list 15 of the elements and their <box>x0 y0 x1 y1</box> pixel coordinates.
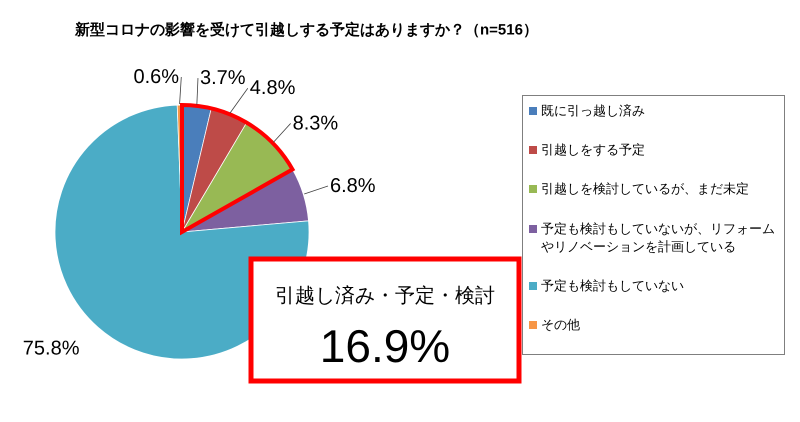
legend-label: その他 <box>541 316 580 334</box>
data-label: 8.3% <box>292 112 338 134</box>
data-label: 3.7% <box>200 67 246 90</box>
text: 16.9% <box>320 320 450 372</box>
legend-label: 引越しをする予定 <box>541 141 645 160</box>
text: 引越し済み・予定・検討 <box>275 285 495 307</box>
data-label: 6.8% <box>330 174 376 197</box>
legend-label: 予定も検討もしていない <box>541 276 684 295</box>
data-label: 75.8% <box>22 337 80 360</box>
data-label: 4.8% <box>250 77 296 100</box>
legend-label: 引越しを検討しているが、まだ未定 <box>541 180 749 198</box>
data-label: 0.6% <box>133 66 180 88</box>
legend-label: 予定も検討もしていないが、リフォームやリノベーションを計画している <box>541 220 776 256</box>
chart-title: 新型コロナの影響を受けて引越しする予定はありますか？（n=516） <box>74 20 538 38</box>
legend-label: 既に引っ越し済み <box>541 102 645 120</box>
